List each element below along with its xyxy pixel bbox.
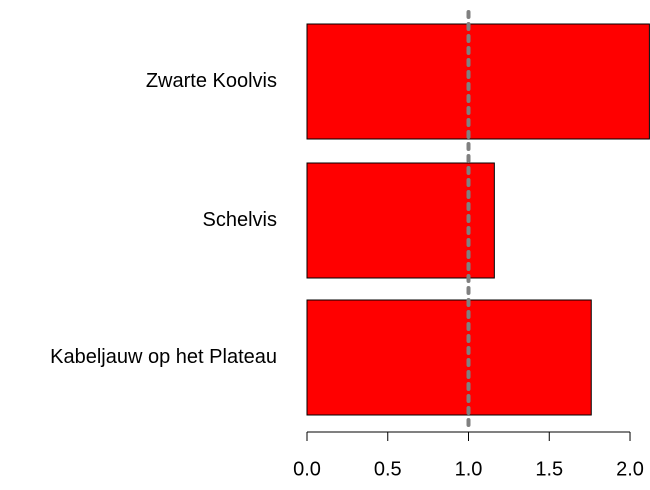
bar xyxy=(306,299,592,416)
x-tick-label: 0.0 xyxy=(293,458,321,480)
y-tick-label: Kabeljauw op het Plateau xyxy=(50,346,277,368)
bar xyxy=(306,162,495,279)
x-tick-label: 2.0 xyxy=(616,458,644,480)
x-tick-label: 1.0 xyxy=(455,458,483,480)
x-tick-label: 1.5 xyxy=(535,458,563,480)
bar xyxy=(306,23,650,140)
x-tick-label: 0.5 xyxy=(374,458,402,480)
y-tick-label: Schelvis xyxy=(203,209,277,231)
y-tick-label: Zwarte Koolvis xyxy=(146,70,277,92)
